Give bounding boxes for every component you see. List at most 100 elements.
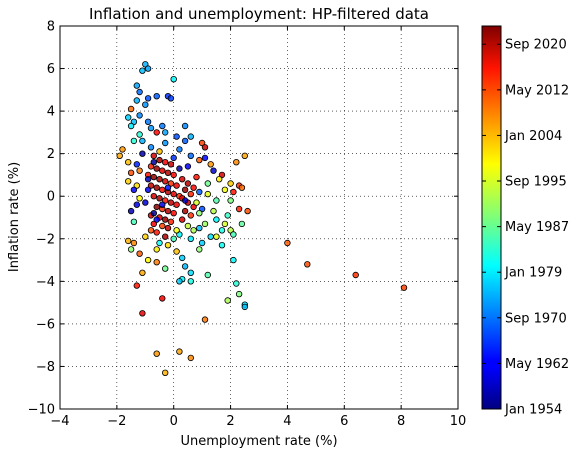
scatter-point [181,263,189,270]
scatter-point [198,139,206,147]
scatter-point [187,269,194,276]
scatter-point [147,124,155,132]
scatter-point [167,199,175,206]
scatter-point [201,154,209,162]
scatter-point [156,239,163,247]
scatter-point [230,256,237,264]
scatter-point [144,186,152,193]
scatter-point [156,156,163,164]
scatter-point [161,178,169,185]
scatter-point [187,212,194,219]
scatter-point [136,131,143,138]
scatter-points [116,61,408,376]
scatter-point [127,207,135,215]
scatter-point [221,186,229,193]
scatter-point [161,265,169,272]
y-axis-label: Inflation rate (%) [7,162,22,272]
scatter-point [147,144,155,151]
scatter-point [159,295,166,302]
colorbar-tick-label: Sep 1970 [505,311,567,326]
scatter-point [207,233,214,240]
scatter-point [156,148,163,155]
scatter-point [233,158,240,166]
scatter-point [241,152,248,159]
scatter-point [136,250,143,257]
scatter-point [156,195,163,202]
scatter-point [127,122,135,130]
scatter-point [156,175,163,183]
scatter-point [153,259,160,266]
scatter-point [153,350,160,357]
y-tick-label: −8 [36,360,55,375]
scatter-point [153,184,160,191]
scatter-point [176,146,183,153]
scatter-point [196,209,203,217]
scatter-point [230,231,237,238]
scatter-point [133,282,140,289]
grid-lines [60,26,458,409]
scatter-point [150,209,157,217]
scatter-point [178,254,186,262]
scatter-point [204,180,211,187]
scatter-point [187,133,194,140]
scatter-point [159,222,166,230]
scatter-point [116,152,123,159]
scatter-point [133,82,140,89]
scatter-point [187,190,194,198]
scatter-point [213,233,220,240]
scatter-point [139,137,146,145]
scatter-point [218,241,226,249]
scatter-point [173,248,180,255]
scatter-point [173,133,180,140]
scatter-point [136,195,143,202]
scatter-point [124,178,132,185]
y-tick-label: −2 [36,232,55,247]
y-tick-label: 0 [47,190,55,205]
scatter-point [130,137,138,145]
scatter-point [210,207,217,215]
scatter-point [187,152,194,159]
scatter-point [201,144,209,151]
scatter-point [142,199,149,206]
scatter-point [238,220,246,228]
y-tick-label: 6 [47,62,55,77]
x-tick-label: 0 [170,414,178,429]
scatter-point [167,218,175,225]
scatter-point [130,186,138,193]
x-tick-label: 10 [450,414,467,429]
scatter-point [224,212,231,219]
scatter-point [139,67,146,74]
scatter-point [187,354,194,362]
scatter-point [230,188,237,196]
scatter-point [153,92,160,100]
scatter-point [176,278,183,285]
scatter-point [127,105,135,113]
scatter-point [227,197,234,204]
scatter-point [133,201,140,208]
scatter-point [150,192,157,200]
scatter-point [153,229,160,236]
scatter-point [201,220,209,228]
x-tick-label: −2 [107,414,126,429]
colorbar-tick-label: Sep 1995 [505,175,567,190]
scatter-point [187,278,194,285]
scatter-point [176,348,183,355]
colorbar-tick-label: Jan 1954 [504,403,562,418]
scatter-point [304,261,311,268]
scatter-point [161,369,169,376]
x-tick-label: 2 [226,414,234,429]
scatter-point [210,167,217,174]
scatter-point [215,175,223,183]
y-tick-label: 8 [47,20,55,35]
scatter-point [196,156,203,164]
scatter-point [161,233,169,240]
scatter-point [181,186,189,193]
scatter-point [153,129,160,136]
scatter-point [130,239,138,247]
colorbar-tick-label: Jan 1979 [504,266,562,281]
scatter-point [139,310,146,317]
y-tick-label: 2 [47,147,55,162]
y-axis-ticks: −10 −8 −6 −4 −2 0 2 4 6 8 [28,20,458,418]
scatter-point [142,233,149,240]
scatter-point [133,161,140,168]
